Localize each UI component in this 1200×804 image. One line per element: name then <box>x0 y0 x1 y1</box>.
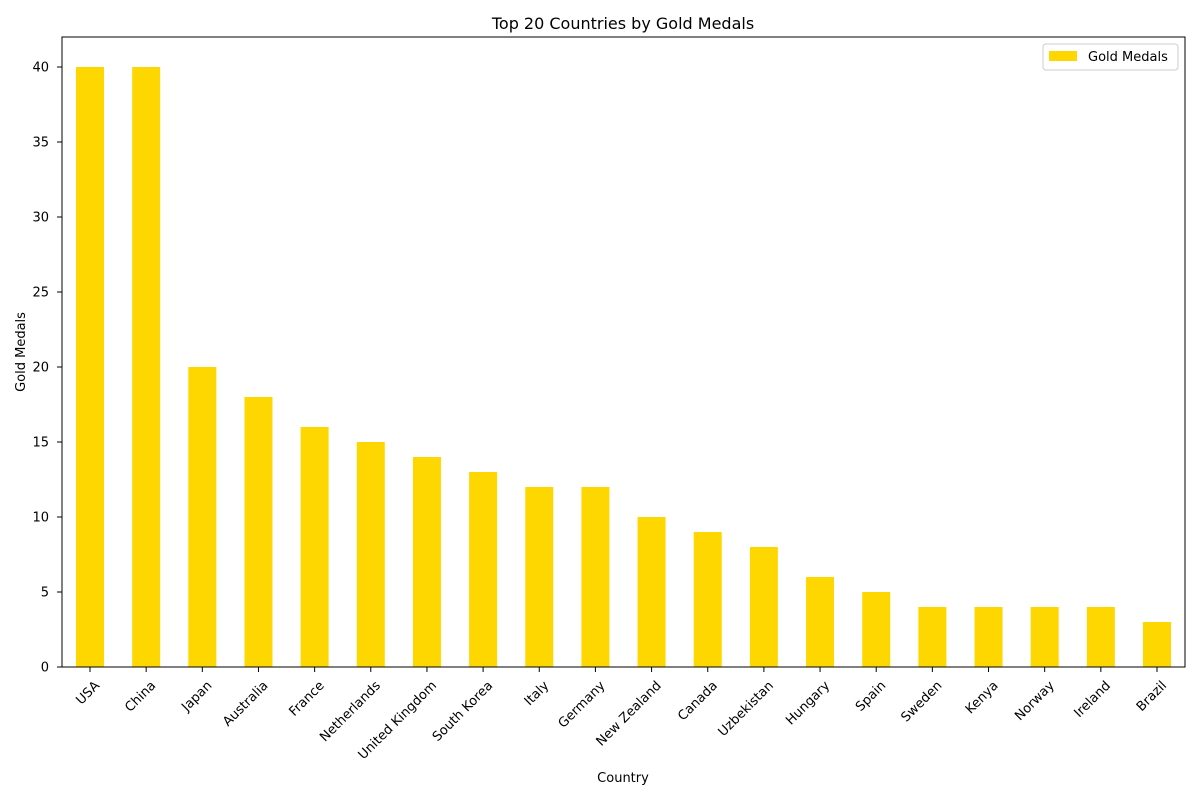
chart-title: Top 20 Countries by Gold Medals <box>491 14 754 33</box>
bar <box>244 397 273 667</box>
bar <box>974 607 1003 667</box>
x-tick-label: Australia <box>220 678 271 729</box>
legend-frame <box>1042 43 1179 71</box>
legend-label: Gold Medals <box>1088 50 1168 65</box>
legend: Gold Medals <box>1042 43 1179 71</box>
y-tick-label: 25 <box>32 286 49 301</box>
bar <box>1086 607 1115 667</box>
x-tick-label: Canada <box>675 678 721 724</box>
x-axis-label: Country <box>597 771 649 786</box>
legend-swatch <box>1049 51 1077 61</box>
bar <box>918 607 947 667</box>
x-tick-label: Ireland <box>1071 678 1113 720</box>
bar <box>469 472 498 667</box>
x-tick-label: Hungary <box>783 678 833 728</box>
bar <box>1030 607 1059 667</box>
x-tick-label: Spain <box>853 678 889 714</box>
bar <box>581 487 610 667</box>
bar <box>806 577 835 667</box>
bar <box>525 487 554 667</box>
y-tick-label: 35 <box>32 136 49 151</box>
bar <box>693 532 722 667</box>
x-tick-label: Italy <box>522 678 553 709</box>
bar <box>188 367 217 667</box>
x-tick-label: Kenya <box>963 678 1002 717</box>
bar <box>412 457 441 667</box>
bar <box>356 442 385 667</box>
y-tick-label: 0 <box>41 661 49 676</box>
bar <box>76 67 104 667</box>
bar <box>637 517 666 667</box>
y-tick-label: 10 <box>32 511 49 526</box>
x-tick-label: Uzbekistan <box>716 678 777 739</box>
x-tick-label: Sweden <box>898 678 945 725</box>
bar <box>300 427 329 667</box>
x-tick-label: China <box>122 678 159 715</box>
bar <box>749 547 778 667</box>
x-tick-label: Brazil <box>1134 678 1170 714</box>
bar <box>1143 622 1171 667</box>
y-tick-label: 5 <box>41 586 49 601</box>
x-tick-label: South Korea <box>430 678 496 744</box>
plot-area-frame <box>61 36 1186 668</box>
x-tick-label: Japan <box>178 678 215 715</box>
x-tick-label: France <box>287 678 328 719</box>
y-tick-label: 20 <box>32 361 49 376</box>
y-tick-label: 30 <box>32 211 49 226</box>
x-tick-label: USA <box>73 678 103 708</box>
bars-layer <box>76 67 1171 667</box>
y-tick-label: 15 <box>32 436 49 451</box>
bar <box>862 592 891 667</box>
y-axis: 0 5 10 15 20 25 30 35 40 <box>32 61 62 676</box>
bar <box>132 67 161 667</box>
x-tick-label: Norway <box>1012 678 1058 724</box>
y-axis-label: Gold Medals <box>14 312 29 392</box>
y-tick-label: 40 <box>32 61 49 76</box>
x-axis: USA China Japan Australia FranceNetherlandsU… <box>73 667 1170 763</box>
x-tick-label: Germany <box>556 678 609 731</box>
